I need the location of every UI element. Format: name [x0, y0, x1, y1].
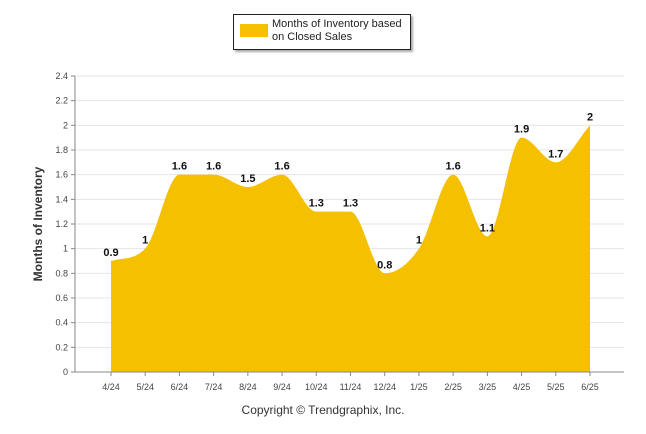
data-label: 1.7 — [548, 148, 563, 160]
legend-label: Months of Inventory based on Closed Sale… — [272, 18, 402, 43]
y-tick-label: 0.2 — [55, 342, 68, 352]
y-tick-label: 1.8 — [55, 145, 68, 155]
x-tick-label: 12/24 — [373, 382, 396, 392]
data-labels: 0.9 1 1.6 1.6 1.5 1.6 1.3 1.3 0.8 1 1.6 1.1 1.9 1.7 2 — [103, 111, 593, 271]
y-tick-label: 1.2 — [55, 219, 68, 229]
x-tick-label: 2/25 — [444, 382, 462, 392]
y-tick-label: 1.6 — [55, 170, 68, 180]
x-tick-label: 6/25 — [581, 382, 599, 392]
data-label: 1.6 — [445, 161, 460, 173]
y-tick-label: 2.2 — [55, 96, 68, 106]
y-axis-ticks: 0 0.2 0.4 0.6 0.8 1 1.2 1.4 1.6 1.8 2 2.2 2.4 — [55, 71, 75, 377]
x-tick-label: 11/24 — [340, 382, 362, 392]
x-tick-label: 9/24 — [273, 382, 291, 392]
y-tick-label: 2 — [63, 120, 68, 130]
x-tick-label: 5/25 — [547, 382, 565, 392]
y-tick-label: 2.4 — [55, 71, 68, 81]
data-label: 1.1 — [480, 222, 495, 234]
data-label: 0.8 — [377, 259, 392, 271]
data-label: 1 — [416, 235, 422, 247]
copyright-text: Copyright © Trendgraphix, Inc. — [241, 403, 405, 417]
data-label: 1.5 — [240, 173, 255, 185]
y-tick-label: 1.4 — [55, 194, 68, 204]
data-label: 1.6 — [274, 161, 289, 173]
y-tick-label: 0 — [63, 367, 68, 377]
y-tick-label: 0.8 — [55, 268, 68, 278]
y-tick-label: 1 — [63, 244, 68, 254]
x-tick-label: 7/24 — [205, 382, 223, 392]
chart-legend: Months of Inventory based on Closed Sale… — [233, 14, 411, 50]
data-label: 1.6 — [172, 161, 187, 173]
y-axis-title: Months of Inventory — [31, 166, 45, 281]
x-tick-label: 4/25 — [513, 382, 531, 392]
data-label: 0.9 — [103, 247, 118, 259]
data-label: 1.9 — [514, 124, 529, 136]
x-axis-ticks: 4/24 5/24 6/24 7/24 8/24 9/24 10/24 11/24 12/24 1… — [102, 372, 599, 392]
data-label: 1 — [142, 235, 148, 247]
y-tick-label: 0.4 — [55, 318, 68, 328]
series-area — [111, 125, 590, 372]
legend-swatch — [240, 24, 268, 37]
x-tick-label: 10/24 — [305, 382, 328, 392]
x-tick-label: 6/24 — [171, 382, 189, 392]
x-tick-label: 3/25 — [479, 382, 497, 392]
data-label: 1.3 — [343, 198, 358, 210]
x-tick-label: 8/24 — [239, 382, 257, 392]
x-tick-label: 1/25 — [410, 382, 428, 392]
data-label: 2 — [587, 111, 593, 123]
data-label: 1.3 — [309, 198, 324, 210]
x-tick-label: 5/24 — [136, 382, 154, 392]
x-tick-label: 4/24 — [102, 382, 120, 392]
data-label: 1.6 — [206, 161, 221, 173]
y-tick-label: 0.6 — [55, 293, 68, 303]
